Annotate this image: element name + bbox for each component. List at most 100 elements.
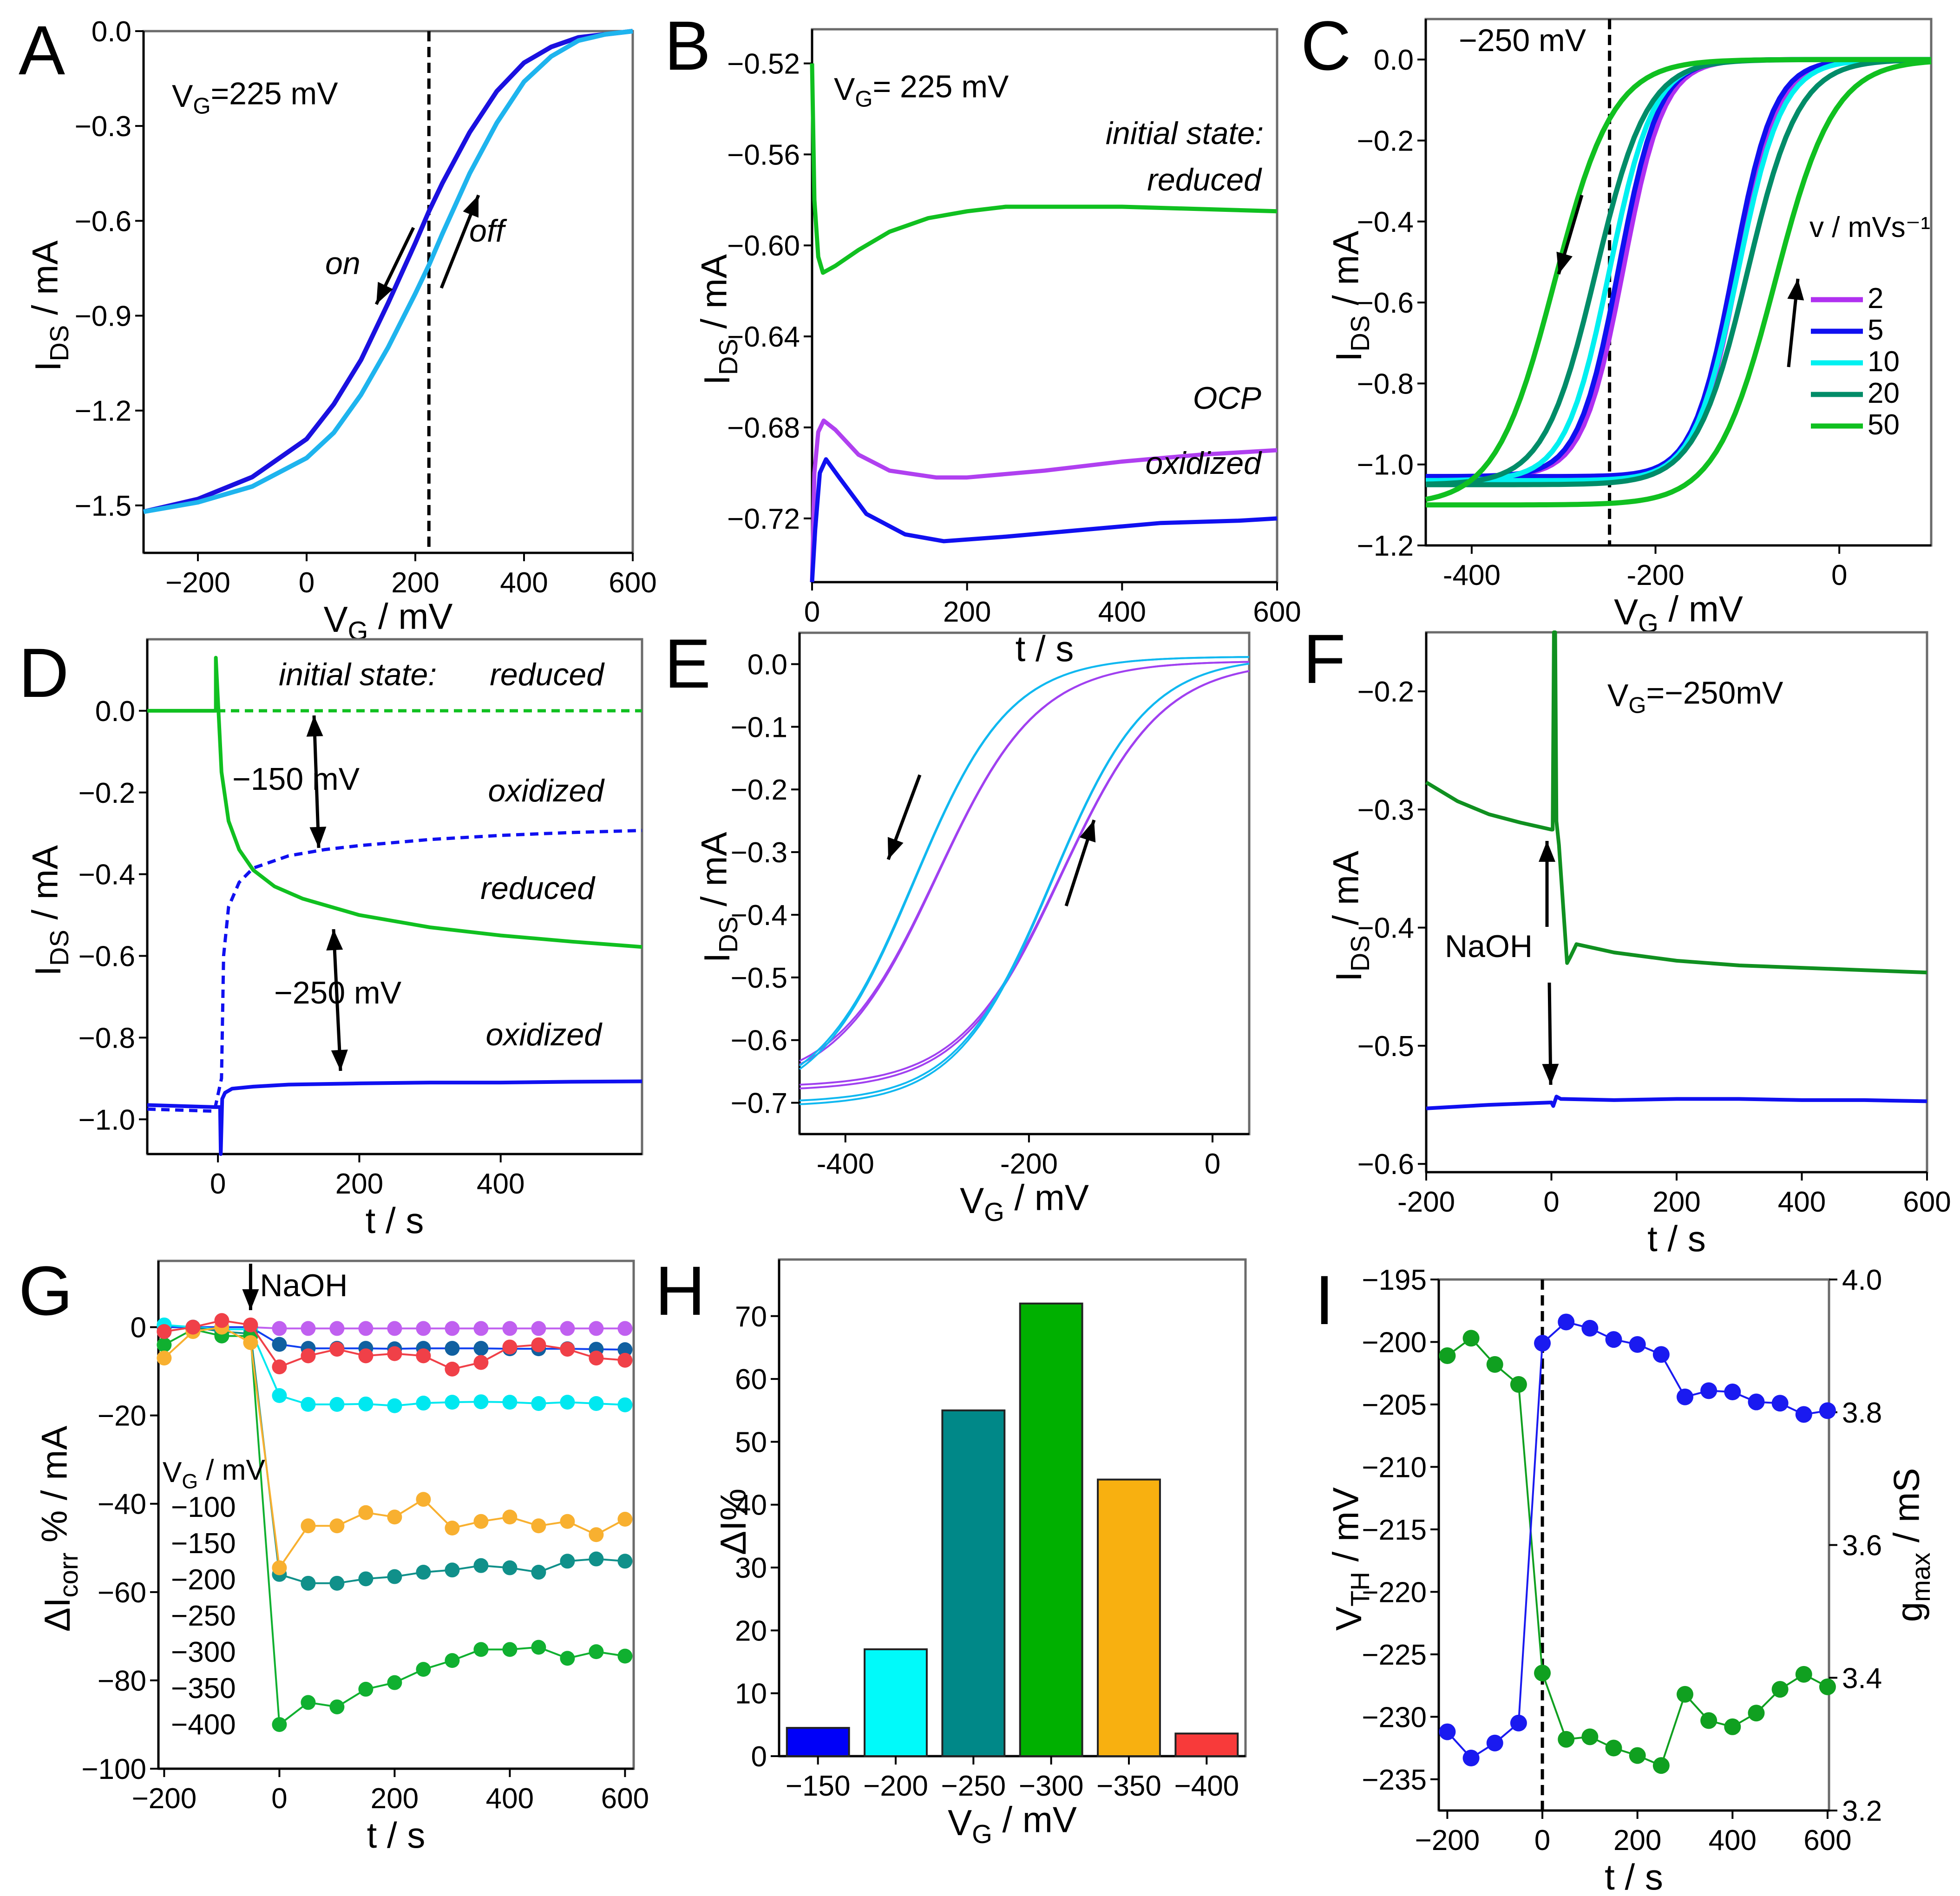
data-point bbox=[358, 1348, 374, 1364]
x-tick-label: 200 bbox=[335, 1168, 383, 1200]
x-tick-label: 600 bbox=[609, 567, 656, 599]
y-tick-label: −0.3 bbox=[75, 111, 131, 143]
data-point bbox=[301, 1321, 316, 1336]
y-tick-label: −0.6 bbox=[1357, 1148, 1414, 1181]
data-point bbox=[1724, 1718, 1741, 1735]
x-tick-label: −200 bbox=[165, 567, 230, 599]
x-axis-title: t / s bbox=[367, 1815, 426, 1856]
x-tick-label: 600 bbox=[1253, 596, 1301, 628]
x-tick-label: 0 bbox=[804, 596, 820, 628]
y-axis-title: ΔIcorr % / mA bbox=[33, 1426, 83, 1632]
data-point bbox=[473, 1642, 489, 1657]
y-tick-label: −0.6 bbox=[1357, 287, 1414, 319]
plot-frame bbox=[1425, 631, 1928, 1174]
data-point bbox=[329, 1397, 345, 1412]
vg-label: −250 mV bbox=[1459, 23, 1586, 58]
legend-label: −150 bbox=[171, 1528, 236, 1560]
bar bbox=[1097, 1478, 1161, 1758]
legend-label: −400 bbox=[171, 1709, 236, 1741]
data-point bbox=[214, 1313, 229, 1328]
y-axis-title: IDS / mA bbox=[1325, 851, 1374, 982]
data-point bbox=[387, 1321, 402, 1336]
y-tick-label: −0.68 bbox=[727, 412, 800, 444]
data-point bbox=[1819, 1402, 1836, 1419]
x-tick-label: 0 bbox=[299, 567, 315, 599]
panel-D: 0.0 −0.2 −0.4 −0.6 −0.8 −1.0 0 200 400 t / s IDS /… bbox=[19, 634, 643, 1241]
data-point bbox=[243, 1335, 258, 1350]
y-tick-label: −0.4 bbox=[79, 859, 135, 891]
data-point bbox=[1795, 1406, 1812, 1423]
x-tick-label: −300 bbox=[1019, 1770, 1084, 1802]
x-tick-label: -200 bbox=[1626, 559, 1684, 591]
data-point bbox=[1581, 1728, 1599, 1745]
panel-letter: C bbox=[1301, 7, 1351, 85]
data-point bbox=[445, 1653, 460, 1668]
data-point bbox=[1558, 1313, 1575, 1331]
series-line bbox=[147, 1079, 642, 1156]
data-point bbox=[531, 1640, 546, 1655]
data-point bbox=[617, 1352, 633, 1368]
panel-I: −195 −200 −205 −210 −215 −220 −225 −230 −235 −200… bbox=[1315, 1261, 1935, 1896]
y-tick-label: −0.9 bbox=[75, 301, 131, 333]
x-tick-label: −250 bbox=[941, 1770, 1006, 1802]
y-tick-label: −0.4 bbox=[1357, 206, 1414, 238]
y-tick-label: −0.6 bbox=[79, 941, 135, 973]
y-tick-label: −0.60 bbox=[727, 230, 800, 262]
y-tick-label: 0 bbox=[131, 1312, 146, 1344]
data-point bbox=[1700, 1382, 1717, 1399]
legend-label: 50 bbox=[1868, 409, 1900, 441]
y-tick-label: −225 bbox=[1362, 1639, 1427, 1671]
data-point bbox=[531, 1565, 546, 1580]
data-point bbox=[1795, 1666, 1812, 1683]
right-y-axis-title: gmax / mS bbox=[1886, 1468, 1935, 1622]
y-tick-label: −0.8 bbox=[1357, 368, 1414, 400]
series-label: OCP bbox=[1193, 381, 1261, 416]
data-point bbox=[358, 1321, 374, 1336]
arrowhead-icon bbox=[376, 282, 393, 304]
data-point bbox=[272, 1717, 287, 1732]
x-tick-label: 0 bbox=[271, 1783, 287, 1815]
bar bbox=[864, 1648, 928, 1757]
x-tick-label: −200 bbox=[863, 1770, 928, 1802]
x-tick-label: 400 bbox=[1709, 1824, 1757, 1857]
series-line bbox=[143, 29, 633, 514]
x-tick-label: -200 bbox=[1000, 1148, 1058, 1180]
x-tick-label: 400 bbox=[477, 1168, 524, 1200]
x-axis-title: t / s bbox=[1647, 1218, 1706, 1259]
x-axis-title: VG / mV bbox=[1614, 588, 1743, 637]
y-tick-label: −0.2 bbox=[1357, 676, 1414, 708]
data-point bbox=[329, 1321, 345, 1336]
data-point bbox=[560, 1651, 575, 1666]
data-point bbox=[1439, 1723, 1456, 1740]
off-label: off bbox=[469, 213, 507, 249]
panel-F: −0.2 −0.3 −0.4 −0.5 −0.6 -200 0 200 400 600 t / s I… bbox=[1303, 620, 1951, 1259]
y-tick-label: −0.8 bbox=[79, 1022, 135, 1054]
data-point bbox=[387, 1346, 402, 1361]
x-tick-label: -400 bbox=[817, 1148, 874, 1180]
data-point bbox=[416, 1662, 431, 1677]
series-line bbox=[1425, 630, 1927, 975]
data-point bbox=[329, 1575, 345, 1591]
series-line bbox=[1426, 59, 1932, 508]
series-label: oxidized bbox=[1146, 446, 1263, 481]
arrowhead-icon bbox=[1539, 841, 1555, 862]
legend-label: 5 bbox=[1868, 314, 1883, 346]
panel-H: 0 10 20 30 40 50 60 70 VG / mV ΔI% H −150 −200 −250 −3… bbox=[655, 1252, 1247, 1849]
data-point bbox=[1462, 1750, 1480, 1767]
data-point bbox=[589, 1644, 604, 1660]
y-tick-label: −210 bbox=[1362, 1451, 1427, 1483]
panel-letter: A bbox=[19, 11, 65, 89]
x-tick-label: -400 bbox=[1443, 559, 1501, 591]
data-point bbox=[1819, 1678, 1836, 1695]
x-tick-label: 0 bbox=[1543, 1186, 1559, 1218]
plot-frame bbox=[1424, 18, 1933, 547]
x-tick-label: −200 bbox=[1415, 1824, 1480, 1857]
data-point bbox=[473, 1394, 489, 1410]
cycle-line bbox=[799, 663, 1250, 1102]
y-tick-label: −0.6 bbox=[731, 1025, 787, 1057]
y-tick-label: 50 bbox=[735, 1426, 767, 1458]
x-tick-label: 600 bbox=[601, 1783, 649, 1815]
y-tick-label: −0.52 bbox=[727, 48, 800, 80]
y-tick-label: 0.0 bbox=[95, 695, 135, 728]
